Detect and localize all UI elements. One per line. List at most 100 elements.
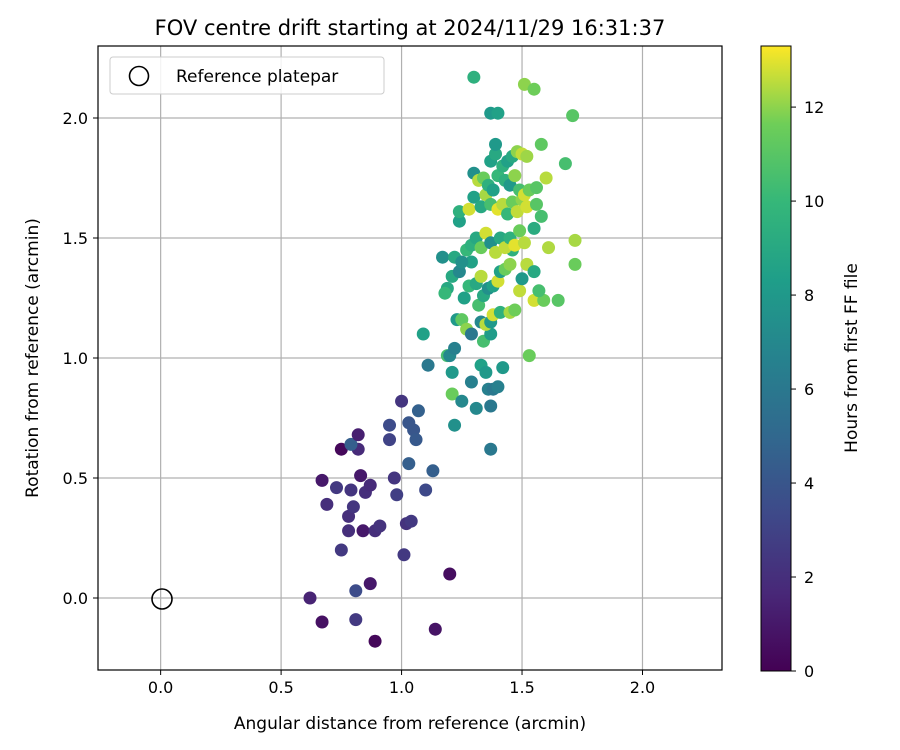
data-point (383, 418, 397, 432)
data-point (534, 209, 548, 223)
data-point (457, 291, 471, 305)
x-tick-label: 0.5 (268, 678, 293, 697)
y-tick-label: 0.5 (63, 469, 88, 488)
data-point (542, 241, 556, 255)
data-point (334, 543, 348, 557)
data-point (395, 394, 409, 408)
x-tick-label: 0.0 (148, 678, 173, 697)
data-point (467, 190, 481, 204)
data-point (421, 358, 435, 372)
data-point (455, 313, 469, 327)
x-axis-label: Angular distance from reference (arcmin) (234, 714, 586, 734)
data-point (529, 197, 543, 211)
data-point (349, 584, 363, 598)
x-tick-label: 1.5 (509, 678, 534, 697)
x-tick-label: 2.0 (630, 678, 655, 697)
data-point (346, 500, 360, 514)
data-point (474, 241, 488, 255)
data-point (330, 481, 344, 495)
data-point (539, 171, 553, 185)
data-point (491, 380, 505, 394)
data-point (527, 221, 541, 235)
data-point (438, 286, 452, 300)
x-axis-ticks: 0.0 0.5 1.0 1.5 2.0 (148, 670, 655, 697)
data-point (426, 464, 440, 478)
data-point (469, 401, 483, 415)
reference-marker (151, 588, 173, 610)
data-point (467, 70, 481, 84)
data-point (469, 231, 483, 245)
data-point (402, 416, 416, 430)
data-point (383, 433, 397, 447)
data-point (522, 349, 536, 363)
data-point (520, 149, 534, 163)
data-point (472, 298, 486, 312)
data-point (411, 404, 425, 418)
data-point (409, 433, 423, 447)
y-axis-ticks: 0.0 0.5 1.0 1.5 2.0 (63, 109, 98, 608)
data-point (474, 269, 488, 283)
data-point (436, 250, 450, 264)
data-point (568, 257, 582, 271)
legend-box (109, 56, 385, 95)
data-point (491, 106, 505, 120)
data-point (513, 284, 527, 298)
data-point (496, 361, 510, 375)
data-point (527, 293, 541, 307)
x-tick-label: 1.0 (389, 678, 414, 697)
data-point (455, 394, 469, 408)
data-point (344, 483, 358, 497)
data-point (484, 399, 498, 413)
data-point (537, 293, 551, 307)
data-point (342, 509, 356, 523)
data-point (448, 341, 462, 355)
y-tick-label: 1.0 (63, 349, 88, 368)
data-point (532, 284, 546, 298)
data-point (464, 375, 478, 389)
data-point (373, 519, 387, 533)
colorbar-tick-label: 2 (804, 568, 814, 587)
data-point (462, 202, 476, 216)
colorbar-tick-label: 4 (804, 474, 814, 493)
data-point (363, 577, 377, 591)
data-point (484, 442, 498, 456)
colorbar: 0 2 4 6 8 10 12 Hours from first FF file (760, 45, 862, 681)
data-points (303, 70, 582, 648)
data-point (351, 428, 365, 442)
data-point (503, 257, 517, 271)
data-point (508, 303, 522, 317)
y-tick-label: 0.0 (63, 589, 88, 608)
y-axis-label: Rotation from reference (arcmin) (23, 218, 43, 498)
data-point (484, 236, 498, 250)
data-point (334, 442, 348, 456)
data-point (402, 457, 416, 471)
data-point (428, 622, 442, 636)
data-point (448, 418, 462, 432)
colorbar-label: Hours from first FF file (842, 263, 862, 453)
data-point (464, 255, 478, 269)
data-point (489, 245, 503, 259)
data-point (508, 169, 522, 183)
data-point (558, 157, 572, 171)
data-point (527, 82, 541, 96)
data-point (513, 224, 527, 238)
grid-lines (98, 46, 722, 670)
colorbar-tick-label: 6 (804, 380, 814, 399)
data-point (342, 524, 356, 538)
data-point (484, 327, 498, 341)
data-point (443, 567, 457, 581)
data-point (315, 473, 329, 487)
data-point (551, 293, 565, 307)
data-point (356, 524, 370, 538)
data-point (566, 109, 580, 123)
colorbar-ticks: 0 2 4 6 8 10 12 (791, 98, 824, 681)
data-point (479, 226, 493, 240)
data-point (479, 365, 493, 379)
data-point (445, 387, 459, 401)
data-point (515, 272, 529, 286)
legend-entry-label: Reference platepar (176, 67, 338, 87)
data-point (315, 615, 329, 629)
data-point (493, 231, 507, 245)
data-point (486, 183, 500, 197)
